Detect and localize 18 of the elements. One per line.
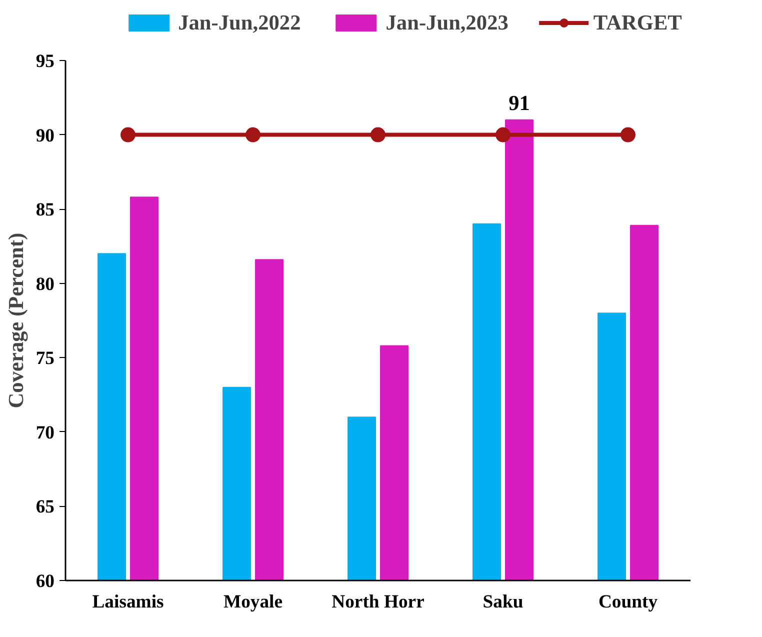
y-tick-label: 65	[36, 496, 54, 518]
x-tick-label: County	[598, 592, 658, 612]
y-tick-label: 95	[36, 51, 54, 72]
legend-label: Jan-Jun,2022	[178, 10, 301, 35]
y-tick-label: 70	[36, 422, 54, 444]
x-tick-label: Saku	[482, 592, 524, 612]
x-tick-label: Laisamis	[92, 592, 164, 612]
y-tick-label: 75	[36, 348, 54, 370]
legend-label: TARGET	[593, 10, 682, 35]
y-tick-label: 90	[36, 125, 54, 146]
y-tick-label: 60	[36, 571, 54, 592]
y-tick-label: 85	[36, 200, 54, 221]
data-label: 91	[508, 90, 530, 115]
x-tick-label: Moyale	[223, 592, 283, 612]
y-axis-title: Coverage (Percent)	[4, 232, 28, 408]
legend-label: Jan-Jun,2023	[386, 10, 508, 35]
x-tick-label: North Horr	[332, 592, 424, 612]
y-tick-label: 80	[36, 274, 54, 295]
